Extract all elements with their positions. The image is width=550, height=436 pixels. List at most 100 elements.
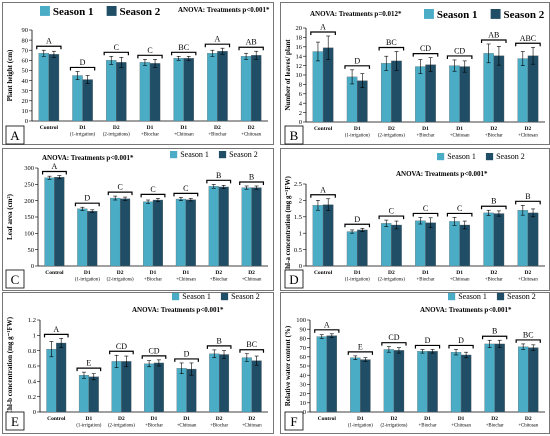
x-tick-label: D2 [388,126,395,132]
x-tick-label: D2 [248,125,255,131]
x-tick-label: D2 [525,416,532,422]
significance-letter: D [458,336,464,345]
panel-border [2,148,274,291]
bar-season1 [517,210,529,267]
x-tick-label: Control [45,270,64,276]
y-tick-label: 20 [296,25,303,32]
bar-season2 [326,335,338,413]
panel-letter-box [5,125,25,145]
bar-season1 [380,223,392,267]
panel-letter: E [11,414,19,429]
legend-label: Season 2 [504,9,545,21]
x-tick-label: +Biochar [210,278,228,283]
legend-label: Season 1 [447,152,476,161]
significance-letter: A [320,185,326,194]
bar-season1 [72,75,83,122]
bar-season2 [425,64,436,123]
bar-season2 [459,66,471,123]
significance-letter: C [423,204,428,213]
bar-season2 [48,54,60,122]
y-axis-label: Leaf area (cm²) [6,193,14,240]
significance-letter: BC [386,38,397,47]
bar-season1 [38,53,50,122]
panel-border [2,292,274,434]
legend-label: Season 2 [496,152,525,161]
significance-bracket [69,66,96,71]
y-tick-label: 20 [300,391,307,398]
anova-annotation: ANOVA: Treatments p<0.001* [396,170,488,178]
significance-letter: CD [454,46,465,55]
chart-panel-b: 0 2 4 6 8 10 12 14 16 18 20 Number of leaves/ plant… [280,2,550,145]
x-tick-label: D1 [84,270,91,276]
y-tick-label: 60 [300,354,307,361]
bar-season2 [427,351,438,413]
y-tick-label: 90 [300,326,307,333]
x-tick-label: D1 [183,416,190,422]
x-tick-label: D1 [79,125,86,131]
x-tick-label: D1 [458,416,465,422]
x-tick-label: Control [318,416,337,422]
x-tick-label: +Biochar [144,278,162,283]
significance-bracket [174,358,199,362]
y-tick-label: 10 [300,400,307,407]
bar-season2 [217,51,228,122]
bar-season1 [517,346,529,413]
x-tick-label: D2 [216,416,223,422]
x-tick-label: D1 [456,270,463,276]
y-axis-label: Number of leaves/ plant [284,39,292,111]
significance-letter: A [324,320,330,329]
x-tick-label: D1 [424,416,431,422]
x-tick-label: +Biochar [210,424,228,429]
y-tick-label: 100 [24,231,34,238]
bar-season2 [527,212,539,267]
x-tick-label: +Chitosan [242,424,262,429]
y-tick-label: 40 [22,78,29,85]
x-tick-label: (2-irrigations) [108,424,135,429]
significance-letter: CD [148,346,159,355]
significance-letter: A [52,162,58,171]
y-axis-label: Chl-b concentration (mg g⁻¹FW) [6,316,14,415]
bar-season1 [449,65,460,123]
x-tick-label: D2 [248,270,255,276]
y-tick-label: 18 [296,35,303,42]
x-tick-label: (1-irrigation) [345,134,370,139]
bar-season2 [251,360,262,413]
significance-letter: B [525,192,530,201]
bar-season2 [218,354,230,413]
x-tick-label: D1 [422,270,429,276]
significance-bracket [140,193,166,198]
y-tick-label: 0 [25,118,28,125]
bar-season1 [110,197,121,267]
significance-letter: A [46,37,52,46]
significance-bracket [481,335,508,340]
x-tick-label: +Chitosan [174,133,194,138]
x-tick-label: (1-irrigation) [75,278,100,283]
legend-label: Season 1 [53,6,94,18]
significance-bracket [412,212,439,217]
significance-letter: B [216,336,221,345]
panel-letter: F [290,414,297,429]
y-axis-label: Plant height (cm) [6,49,14,101]
chart-panel-c: 0 50 100 150 200 250 300 Leaf area (cm²) A Contro… [2,148,274,291]
y-tick-label: 80 [300,336,307,343]
significance-bracket [204,43,231,48]
panel-letter-box [5,269,25,289]
legend-swatch-season1 [172,293,180,301]
x-tick-label: +Biochar [485,134,503,139]
x-tick-label: D1 [147,125,154,131]
y-tick-label: 300 [24,165,34,172]
significance-bracket [238,46,264,51]
bar-season2 [493,213,505,267]
significance-letter: B [492,327,497,336]
significance-bracket [344,223,371,228]
x-tick-label: (1-irrigation) [348,424,373,429]
significance-bracket [347,351,374,355]
bar-season1 [142,201,154,267]
significance-bracket [344,65,371,69]
bar-season2 [88,376,99,413]
significance-bracket [381,342,407,346]
x-tick-label: +Biochar [417,278,435,283]
y-tick-label: 14 [296,53,303,60]
legend-swatch-season2 [218,151,227,159]
legend-swatch-season2 [496,293,505,301]
